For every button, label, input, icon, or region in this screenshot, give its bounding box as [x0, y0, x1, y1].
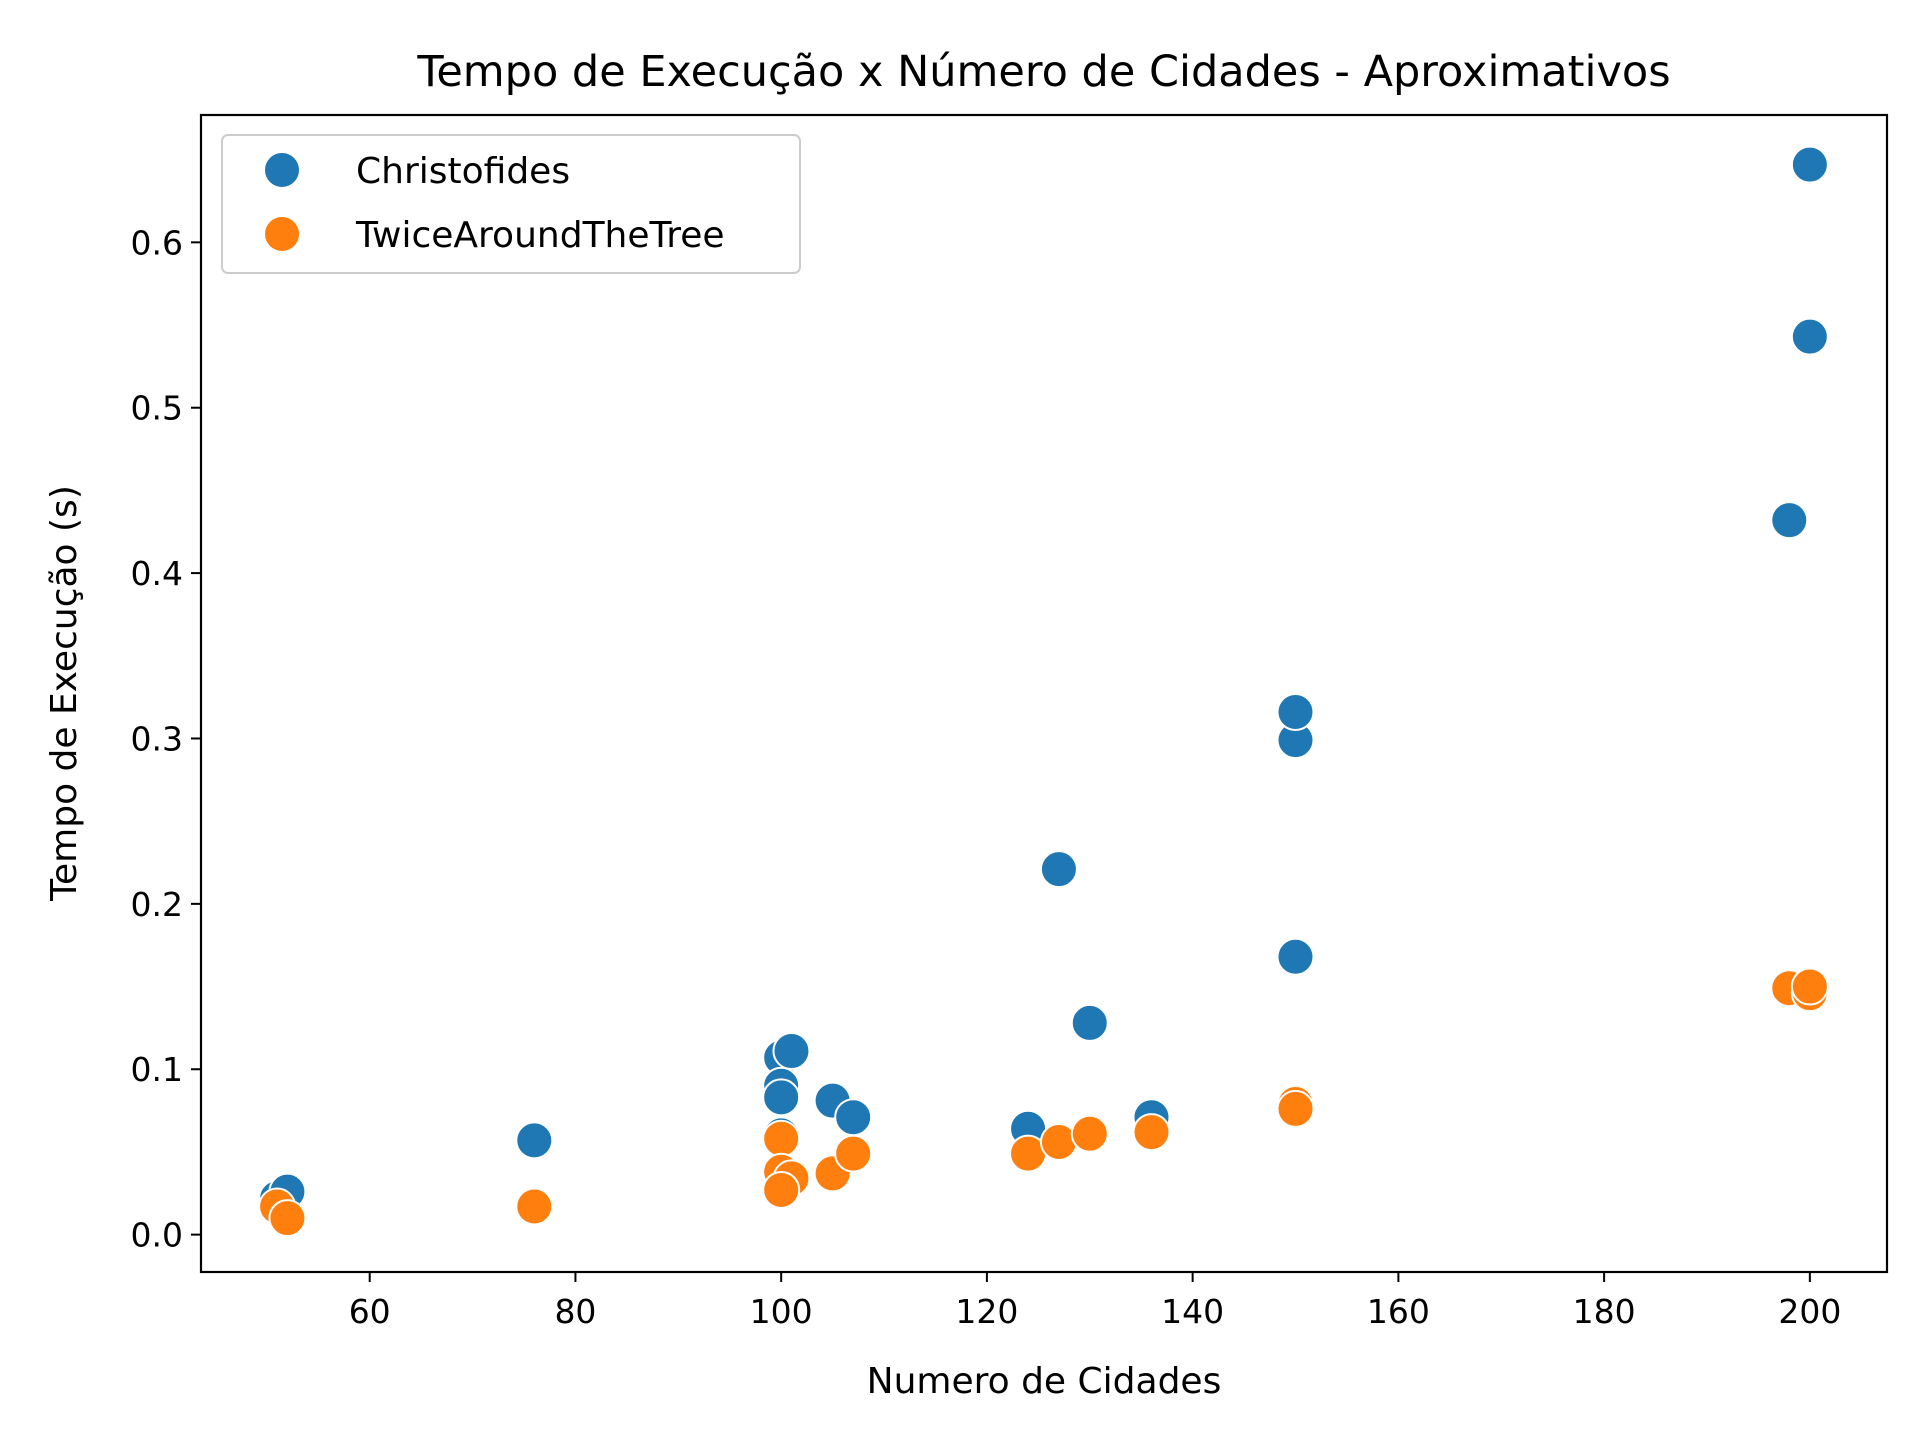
data-point: [762, 1119, 801, 1158]
y-axis-label: Tempo de Execução (s): [44, 485, 85, 902]
y-tick-label: 0.1: [131, 1050, 183, 1089]
data-point: [1276, 1089, 1315, 1128]
data-point: [834, 1098, 873, 1137]
legend-label-twicearoundthetree: TwiceAroundTheTree: [355, 215, 725, 256]
y-tick-label: 0.6: [131, 223, 183, 262]
x-tick-label: 60: [349, 1292, 391, 1331]
legend: Christofides TwiceAroundTheTree: [221, 134, 801, 274]
y-tick-label: 0.0: [131, 1216, 183, 1255]
x-tick-label: 160: [1367, 1292, 1430, 1331]
legend-marker-christofides: [263, 151, 301, 189]
chart-title: Tempo de Execução x Número de Cidades - …: [416, 47, 1670, 97]
data-point: [268, 1199, 307, 1238]
legend-label-christofides: Christofides: [356, 151, 570, 192]
data-point: [1790, 145, 1829, 184]
data-point: [1790, 317, 1829, 356]
data-point: [515, 1187, 554, 1226]
data-point: [1276, 937, 1315, 976]
x-axis: 60 80 100 120 140 160 180 200: [349, 1272, 1841, 1331]
legend-box: [221, 134, 801, 274]
y-tick-label: 0.2: [131, 885, 183, 924]
x-tick-label: 120: [955, 1292, 1018, 1331]
y-axis: 0.0 0.1 0.2 0.3 0.4 0.5 0.6: [131, 223, 201, 1255]
x-axis-label: Numero de Cidades: [867, 1361, 1222, 1402]
data-point: [515, 1121, 554, 1160]
y-tick-label: 0.5: [131, 389, 183, 428]
x-tick-label: 180: [1573, 1292, 1636, 1331]
y-tick-label: 0.3: [131, 719, 183, 758]
plot-area: [258, 145, 1829, 1238]
data-point: [1070, 1114, 1109, 1153]
y-tick-label: 0.4: [131, 554, 183, 593]
data-point: [772, 1032, 811, 1071]
legend-marker-twicearoundthetree: [263, 215, 301, 253]
axes-frame: [199, 113, 1889, 1274]
x-tick-label: 80: [554, 1292, 596, 1331]
x-tick-label: 200: [1778, 1292, 1841, 1331]
data-point: [1039, 850, 1078, 889]
data-point: [762, 1078, 801, 1117]
data-point: [1770, 501, 1809, 540]
data-point: [762, 1170, 801, 1209]
data-point: [1132, 1113, 1171, 1152]
series-twicearoundthetree: [258, 967, 1829, 1238]
data-point: [1790, 967, 1829, 1006]
data-point: [834, 1134, 873, 1173]
x-tick-label: 140: [1161, 1292, 1224, 1331]
x-tick-label: 100: [750, 1292, 813, 1331]
data-point: [1070, 1003, 1109, 1042]
data-point: [1276, 693, 1315, 732]
